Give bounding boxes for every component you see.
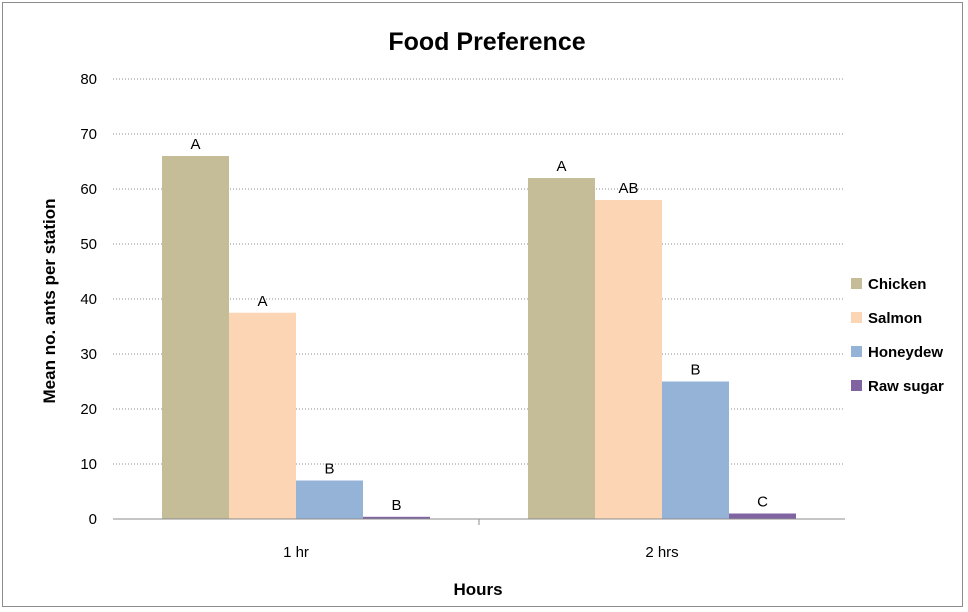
legend-label: Honeydew [868,344,943,361]
bar-honeydew [296,480,363,519]
legend-swatch [851,346,862,357]
x-tick-label: 1 hr [283,544,309,561]
y-tick-label: 50 [80,236,97,253]
legend-label: Salmon [868,310,922,327]
legend-swatch [851,278,862,289]
data-label: B [690,362,700,379]
bar-raw-sugar [363,516,430,519]
y-tick-label: 70 [80,126,97,143]
bar-chicken [162,156,229,519]
bar-chicken [528,178,595,519]
y-tick-label: 10 [80,456,97,473]
y-tick-label: 40 [80,291,97,308]
data-label: A [190,136,200,153]
x-axis-title: Hours [453,580,502,599]
x-axis-ticks: 1 hr 2 hrs [283,519,679,561]
y-tick-label: 20 [80,401,97,418]
y-axis-ticks: 0 10 20 30 40 50 60 70 80 [80,71,97,528]
y-tick-label: 0 [89,511,97,528]
y-tick-label: 60 [80,181,97,198]
y-axis-title: Mean no. ants per station [40,199,59,404]
legend-swatch [851,380,862,391]
y-tick-label: 80 [80,71,97,88]
bar-raw-sugar [729,513,796,519]
data-label: AB [618,180,638,197]
data-label: A [257,293,267,310]
data-label: B [324,461,334,478]
data-label: B [391,497,401,514]
legend-swatch [851,312,862,323]
legend: Chicken Salmon Honeydew Raw sugar [851,276,944,395]
chart-title: Food Preference [388,28,585,56]
bar-salmon [595,200,662,519]
bar-salmon [229,312,296,519]
data-label: C [757,494,768,511]
data-label: A [556,158,566,175]
bars [162,156,796,519]
x-tick-label: 2 hrs [645,544,678,561]
legend-label: Chicken [868,276,926,293]
y-tick-label: 30 [80,346,97,363]
legend-label: Raw sugar [868,378,944,395]
bar-honeydew [662,381,729,519]
